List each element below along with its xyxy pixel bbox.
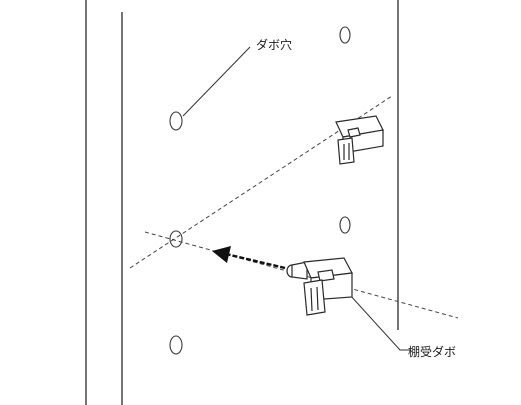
dabo-hole-label: ダボ穴: [256, 38, 293, 52]
shelf-pin-installed: [335, 115, 384, 165]
dowel-hole: [169, 230, 183, 248]
dowel-hole: [169, 335, 183, 355]
shelf-support-dowel-label: 棚受ダボ: [408, 345, 457, 359]
pin-base: [303, 279, 326, 316]
pin-notch: [347, 127, 361, 138]
side-panel: [85, 0, 399, 405]
pin-detail: [310, 287, 313, 312]
shelf-pin-inserting: [286, 257, 353, 316]
leader-lines: [182, 46, 410, 351]
dowel-holes: [169, 26, 351, 355]
dowel-hole: [169, 111, 183, 131]
dowel-hole: [339, 26, 351, 44]
shelf-pin-leader: [349, 294, 410, 351]
pin-peg: [291, 261, 308, 280]
arrow-shaft: [225, 252, 286, 270]
insertion-arrow: [212, 246, 286, 270]
dabo-hole-leader: [182, 46, 251, 117]
arrow-head: [212, 246, 231, 263]
pin-base: [337, 137, 355, 165]
pin-notch: [317, 269, 335, 282]
pin-detail: [316, 286, 319, 311]
dowel-hole: [339, 216, 351, 234]
